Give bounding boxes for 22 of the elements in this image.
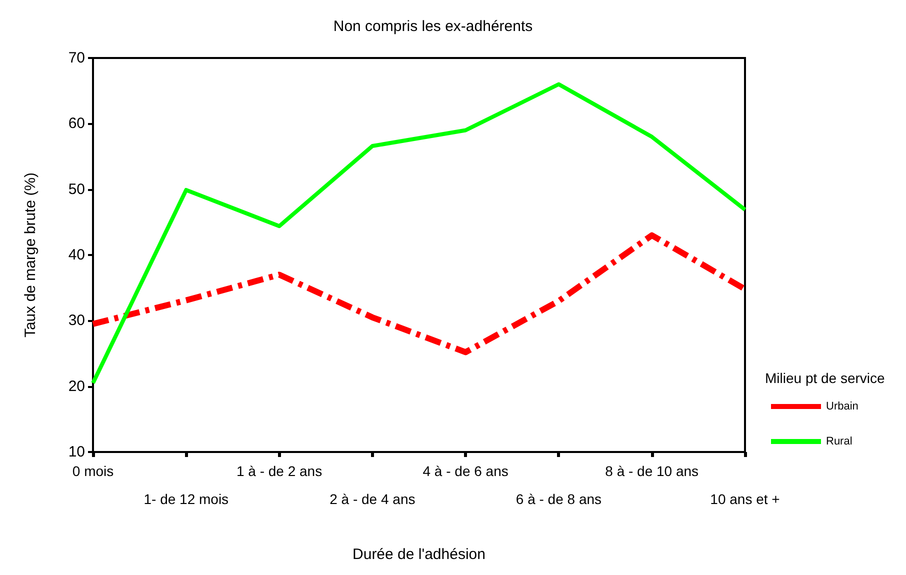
y-axis-title: Taux de marge brute (%) <box>22 172 39 338</box>
y-tick-label: 70 <box>68 50 85 66</box>
x-tick-label: 1- de 12 mois <box>144 491 229 507</box>
legend-title: Milieu pt de service <box>765 370 886 386</box>
x-tick-label: 1 à - de 2 ans <box>236 463 322 479</box>
chart-title: Non compris les ex-adhérents <box>333 18 533 35</box>
y-tick-label: 30 <box>68 312 85 330</box>
x-tick-label: 2 à - de 4 ans <box>330 491 416 507</box>
y-tick-label: 40 <box>68 246 85 264</box>
x-tick-label: 8 à - de 10 ans <box>605 463 699 479</box>
x-tick-label: 0 mois <box>72 463 114 479</box>
x-tick-label: 10 ans et + <box>710 491 780 507</box>
y-tick-label: 50 <box>68 180 85 198</box>
x-axis-title: Durée de l'adhésion <box>352 546 486 563</box>
y-tick-label: 20 <box>68 378 85 395</box>
y-tick-label: 10 <box>68 444 85 460</box>
legend-label: Rural <box>826 436 852 448</box>
legend-label: Urbain <box>826 400 858 412</box>
x-tick-label: 4 à - de 6 ans <box>422 463 508 479</box>
x-tick-label: 6 à - de 8 ans <box>516 491 602 507</box>
line-series <box>91 82 747 386</box>
y-tick-label: 60 <box>68 115 85 132</box>
